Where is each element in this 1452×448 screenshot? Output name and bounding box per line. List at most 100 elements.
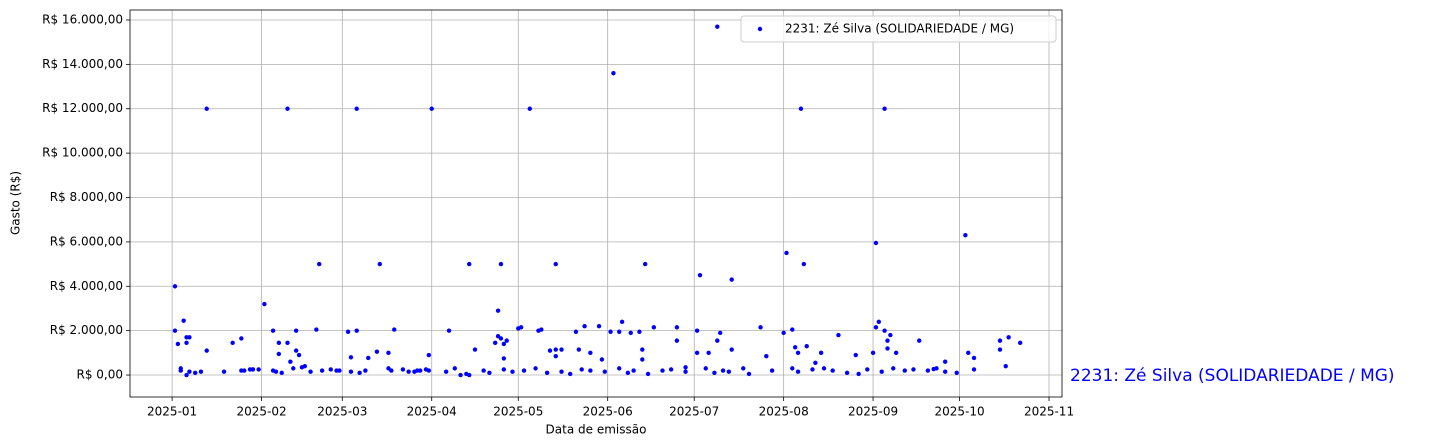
y-tick-label: R$ 14.000,00	[42, 57, 123, 71]
scatter-point	[354, 328, 359, 333]
x-tick-label: 2025-03	[317, 405, 367, 419]
scatter-point	[640, 347, 645, 352]
scatter-point	[270, 328, 276, 333]
x-tick-label: 2025-02	[236, 405, 286, 419]
scatter-point	[279, 370, 284, 376]
scatter-point	[795, 350, 801, 356]
y-tick-label: R$ 4.000,00	[50, 279, 123, 293]
legend-label: 2231: Zé Silva (SOLIDARIEDADE / MG)	[785, 22, 1014, 36]
scatter-point	[882, 328, 887, 333]
scatter-point	[942, 369, 948, 374]
scatter-point	[501, 341, 507, 347]
scatter-point	[844, 370, 850, 376]
legend-marker	[757, 26, 763, 32]
scatter-point	[810, 367, 815, 372]
scatter-point	[204, 106, 209, 111]
scatter-point	[276, 340, 282, 346]
scatter-point	[917, 338, 922, 343]
scatter-point	[703, 366, 708, 371]
y-tick-label: R$ 6.000,00	[50, 234, 123, 248]
x-tick-label: 2025-08	[759, 405, 809, 419]
scatter-point	[553, 353, 558, 359]
scatter-point	[741, 366, 746, 371]
scatter-point	[319, 368, 325, 373]
scatter-point	[377, 261, 383, 267]
scatter-point	[539, 327, 544, 332]
scatter-point	[588, 368, 593, 373]
x-tick-label: 2025-06	[583, 405, 633, 419]
scatter-point	[911, 367, 916, 372]
scatter-point	[576, 347, 582, 352]
scatter-point	[706, 350, 711, 356]
scatter-point	[308, 369, 313, 374]
scatter-point	[997, 338, 1003, 343]
scatter-point	[942, 359, 948, 364]
scatter-point	[328, 367, 333, 372]
scatter-point	[504, 338, 509, 343]
scatter-point	[175, 341, 181, 347]
scatter-point	[674, 338, 680, 343]
y-tick-label: R$ 0,00	[76, 368, 123, 382]
scatter-point	[668, 367, 674, 372]
scatter-point	[567, 371, 573, 377]
y-tick-label: R$ 8.000,00	[50, 190, 123, 204]
scatter-point	[293, 328, 299, 333]
scatter-point	[452, 366, 458, 371]
scatter-point	[717, 330, 723, 336]
scatter-point	[637, 329, 642, 334]
scatter-point	[715, 338, 720, 343]
scatter-point	[184, 372, 189, 378]
scatter-point	[631, 368, 636, 373]
scatter-point	[720, 368, 726, 373]
scatter-point	[925, 368, 931, 373]
scatter-point	[873, 240, 879, 246]
scatter-point	[221, 369, 227, 374]
scatter-point	[790, 366, 795, 371]
scatter-point	[651, 325, 657, 330]
scatter-point	[239, 336, 244, 341]
scatter-point	[426, 352, 432, 358]
scatter-point	[715, 24, 720, 29]
scatter-point	[242, 368, 247, 373]
x-axis-label: Data de emissão	[546, 423, 647, 437]
scatter-point	[521, 368, 527, 373]
scatter-point	[804, 343, 809, 349]
scatter-point	[660, 368, 665, 373]
scatter-point	[1017, 340, 1023, 346]
x-tick-label: 2025-07	[669, 405, 719, 419]
scatter-point	[392, 327, 397, 332]
scatter-point	[348, 355, 354, 360]
scatter-point	[954, 370, 959, 376]
annotation: 2231: Zé Silva (SOLIDARIEDADE / MG)	[1070, 366, 1395, 386]
scatter-point	[178, 368, 183, 373]
scatter-point	[888, 332, 893, 338]
scatter-point	[971, 355, 977, 361]
scatter-point	[758, 325, 763, 330]
scatter-point	[573, 329, 579, 334]
scatter-point	[187, 369, 192, 374]
scatter-point	[443, 369, 449, 374]
scatter-point	[423, 367, 429, 372]
scatter-point	[625, 370, 631, 376]
scatter-point	[628, 330, 633, 336]
scatter-point	[412, 369, 417, 374]
scatter-point	[317, 261, 322, 267]
scatter-point	[204, 348, 209, 353]
scatter-point	[579, 367, 584, 372]
scatter-point	[596, 324, 602, 329]
scatter-point	[885, 338, 890, 343]
scatter-point	[792, 345, 798, 350]
scatter-point	[544, 370, 550, 376]
scatter-point	[366, 355, 371, 361]
scatter-point	[645, 371, 651, 377]
scatter-point	[870, 350, 876, 356]
scatter-point	[250, 367, 256, 372]
scatter-point	[746, 371, 752, 377]
scatter-point	[467, 261, 472, 267]
scatter-point	[547, 348, 553, 353]
plot-frame	[129, 9, 1063, 398]
scatter-point	[363, 368, 368, 373]
scatter-point	[527, 106, 532, 111]
scatter-point	[729, 347, 734, 352]
